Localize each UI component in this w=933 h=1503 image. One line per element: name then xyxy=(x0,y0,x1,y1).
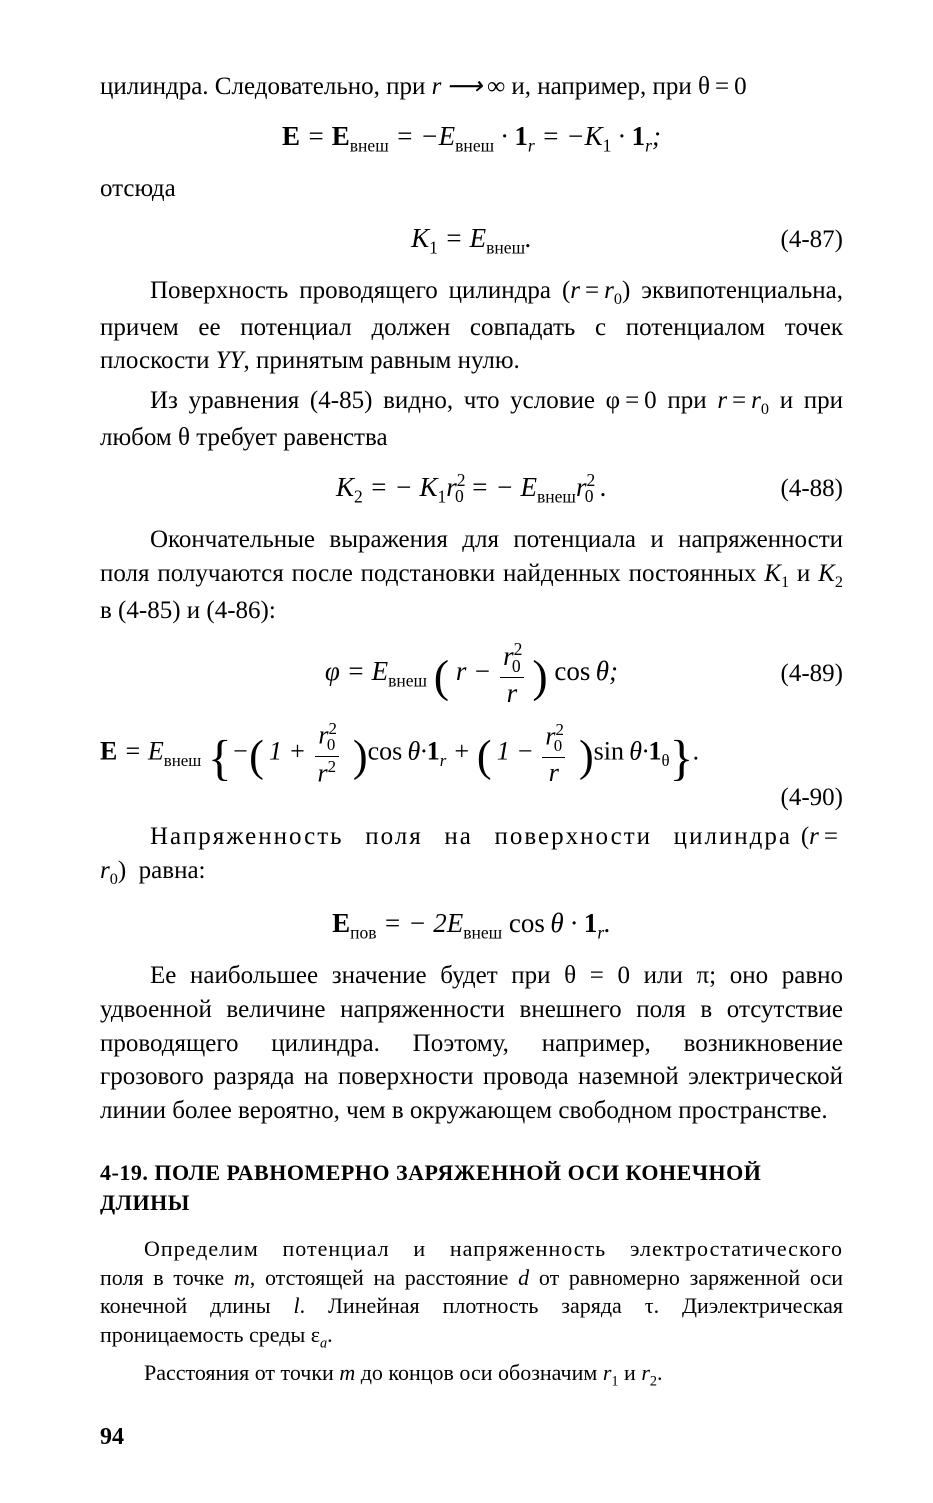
equation-body: E = Eвнеш {−( 1 + r20r2 )cos θ·1r + ( 1 … xyxy=(100,721,700,786)
equation-body: K1 = Eвнеш. xyxy=(411,220,532,260)
page: цилиндра. Следовательно, при r ⟶ ∞ и, на… xyxy=(0,0,933,1503)
equation-number: (4-88) xyxy=(781,472,843,506)
equation-5: E = Eвнеш {−( 1 + r20r2 )cos θ·1r + ( 1 … xyxy=(100,721,843,786)
page-number: 94 xyxy=(100,1421,843,1453)
equation-2: K1 = Eвнеш. (4-87) xyxy=(100,220,843,260)
equation-number: (4-87) xyxy=(781,223,843,257)
section-title: 4-19. ПОЛЕ РАВНОМЕРНО ЗАРЯЖЕННОЙ ОСИ КОН… xyxy=(100,1158,843,1217)
inline-math: r ⟶ ∞ xyxy=(432,73,505,100)
paragraph-4: Из уравнения (4-85) видно, что условие φ… xyxy=(100,384,843,455)
paragraph-9: Расстояния от точки m до концов оси обоз… xyxy=(100,1359,843,1391)
paragraph-6: Напряженность поля на поверхности цилинд… xyxy=(100,820,843,891)
equation-3: K2 = − K1r20 = − Eвнешr20 . (4-88) xyxy=(100,469,843,509)
paragraph-1: цилиндра. Следовательно, при r ⟶ ∞ и, на… xyxy=(100,70,843,104)
equation-4: φ = Eвнеш ( r − r20r ) cos θ; (4-89) xyxy=(100,641,843,707)
text: и, например, при θ = 0 xyxy=(505,73,747,100)
equation-body: E = Eвнеш = −Eвнеш · 1r = −K1 · 1r; xyxy=(282,118,661,158)
paragraph-2: отсюда xyxy=(100,172,843,206)
equation-body: K2 = − K1r20 = − Eвнешr20 . xyxy=(336,469,607,509)
equation-number: (4-89) xyxy=(781,657,843,691)
paragraph-5: Окончательные выражения для потенциала и… xyxy=(100,523,843,627)
text: цилиндра. Следовательно, при xyxy=(100,73,432,100)
paragraph-3: Поверхность проводящего цилиндра (r = r0… xyxy=(100,274,843,378)
paragraph-8: Определим потенциал и напряженность элек… xyxy=(100,1235,843,1353)
equation-6: Eпов = − 2Eвнеш cos θ · 1r. xyxy=(100,905,843,945)
equation-body: φ = Eвнеш ( r − r20r ) cos θ; xyxy=(325,641,618,707)
equation-body: Eпов = − 2Eвнеш cos θ · 1r. xyxy=(332,905,611,945)
paragraph-7: Ее наибольшее значение будет при θ = 0 и… xyxy=(100,959,843,1128)
equation-1: E = Eвнеш = −Eвнеш · 1r = −K1 · 1r; xyxy=(100,118,843,158)
